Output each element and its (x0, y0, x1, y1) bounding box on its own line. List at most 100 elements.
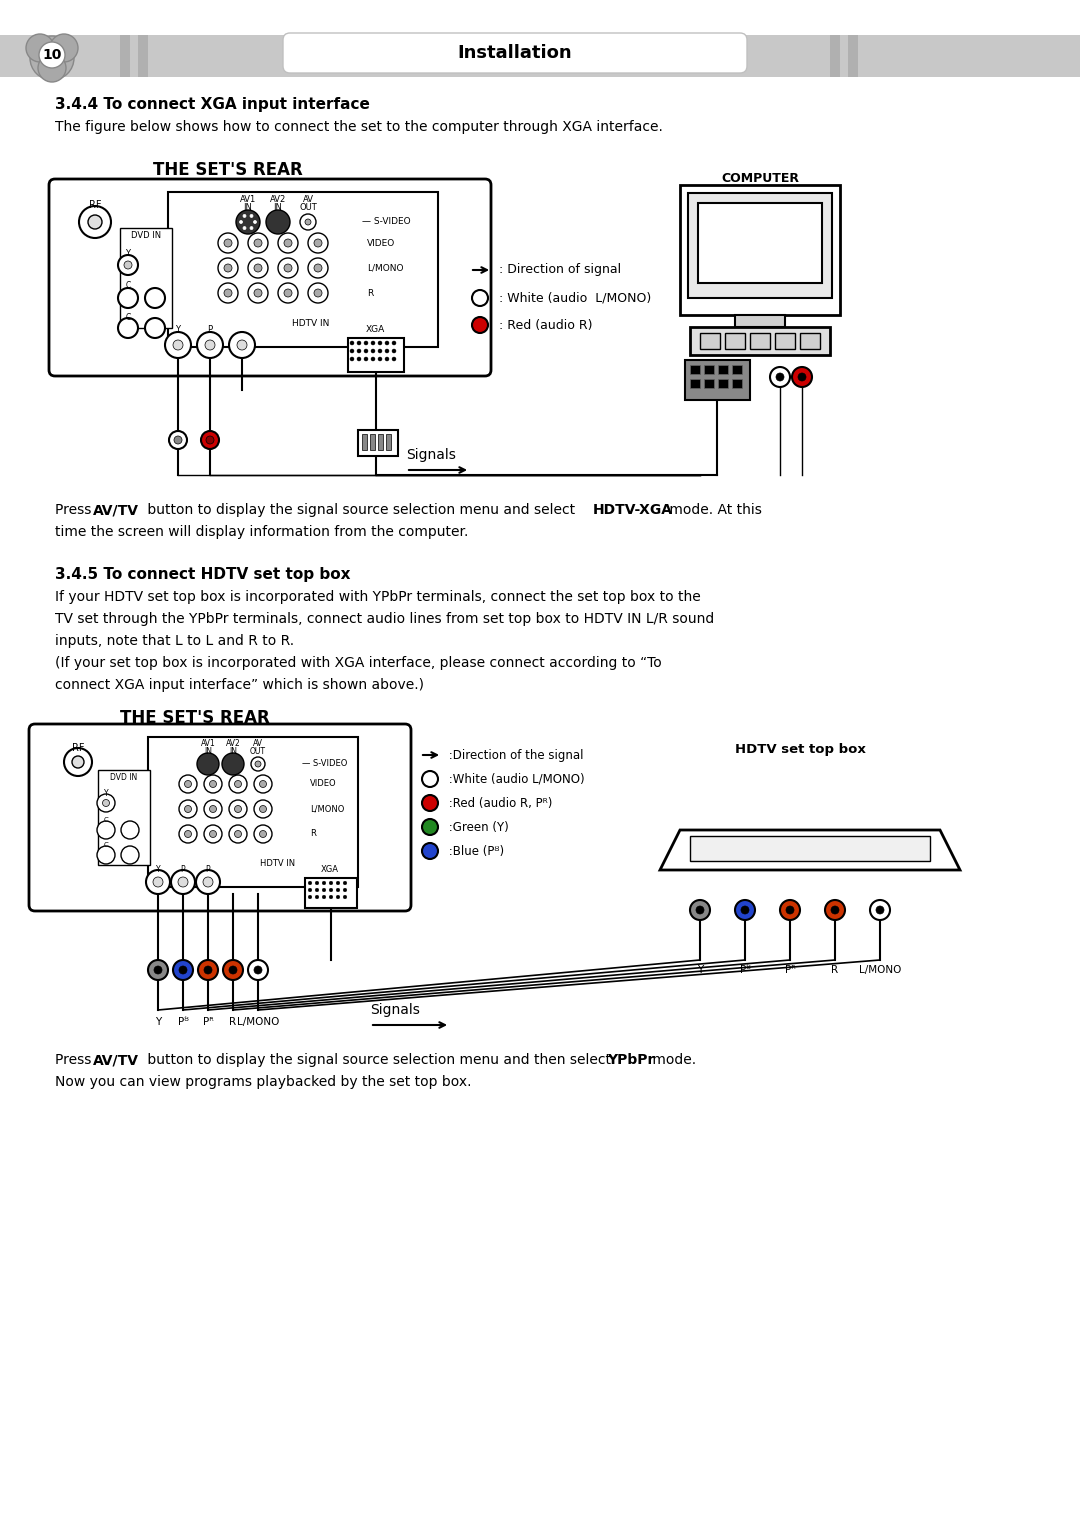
Circle shape (240, 220, 243, 223)
Circle shape (38, 53, 66, 82)
Circle shape (179, 800, 197, 818)
Circle shape (249, 214, 253, 217)
Circle shape (870, 899, 890, 919)
Text: IN: IN (244, 203, 253, 212)
Circle shape (384, 357, 389, 360)
Bar (362, 434, 367, 450)
Bar (848, 35, 858, 76)
Circle shape (249, 226, 253, 229)
Circle shape (218, 234, 238, 253)
Circle shape (179, 776, 197, 793)
Text: RF: RF (89, 200, 102, 211)
Circle shape (210, 780, 216, 788)
Text: XGA: XGA (321, 866, 339, 875)
Circle shape (197, 753, 219, 776)
Circle shape (222, 960, 243, 980)
Circle shape (259, 831, 267, 837)
Bar (732, 379, 742, 388)
Circle shape (284, 240, 292, 247)
Text: RF: RF (71, 744, 84, 753)
Text: TV set through the YPbPr terminals, connect audio lines from set top box to HDTV: TV set through the YPbPr terminals, conn… (55, 612, 714, 626)
Circle shape (254, 800, 272, 818)
Circle shape (174, 437, 183, 444)
Bar (725, 333, 745, 350)
Text: R: R (310, 829, 315, 838)
Circle shape (97, 846, 114, 864)
Circle shape (786, 906, 794, 915)
Text: Y: Y (156, 866, 160, 875)
Circle shape (234, 831, 242, 837)
Circle shape (314, 264, 322, 272)
Circle shape (422, 843, 438, 860)
Circle shape (124, 261, 132, 269)
Text: XGA: XGA (365, 325, 384, 334)
Circle shape (204, 967, 212, 974)
Text: AV1: AV1 (201, 739, 215, 748)
Circle shape (315, 889, 319, 892)
Bar (690, 379, 700, 388)
Text: IN: IN (229, 747, 237, 756)
Circle shape (472, 290, 488, 305)
Circle shape (234, 806, 242, 812)
Text: Press: Press (55, 1054, 96, 1067)
Text: Y: Y (154, 1017, 161, 1028)
Circle shape (148, 960, 168, 980)
Circle shape (218, 258, 238, 278)
Circle shape (384, 341, 389, 345)
Text: AV: AV (302, 195, 313, 205)
Bar (775, 333, 795, 350)
Bar (120, 35, 130, 76)
Circle shape (178, 876, 188, 887)
Circle shape (173, 341, 183, 350)
Bar (138, 35, 148, 76)
Circle shape (179, 967, 187, 974)
Circle shape (254, 240, 262, 247)
Circle shape (26, 34, 54, 63)
Text: AV2: AV2 (270, 195, 286, 205)
Bar (732, 365, 742, 374)
FancyBboxPatch shape (283, 34, 747, 73)
Circle shape (422, 771, 438, 786)
Circle shape (255, 760, 261, 767)
Circle shape (197, 331, 222, 357)
Circle shape (118, 289, 138, 308)
Text: R: R (229, 1017, 237, 1028)
Bar (680, 185, 840, 315)
Text: AV: AV (253, 739, 264, 748)
Circle shape (210, 831, 216, 837)
Circle shape (118, 255, 138, 275)
Text: Signals: Signals (370, 1003, 420, 1017)
Circle shape (364, 341, 368, 345)
Circle shape (284, 264, 292, 272)
Text: AV/TV: AV/TV (93, 502, 139, 518)
Circle shape (168, 431, 187, 449)
Text: C: C (104, 817, 108, 823)
Circle shape (153, 876, 163, 887)
Bar (831, 35, 840, 76)
Circle shape (308, 881, 312, 884)
Circle shape (378, 350, 382, 353)
Text: : White (audio  L/MONO): : White (audio L/MONO) (495, 292, 651, 304)
Circle shape (243, 214, 246, 217)
Circle shape (314, 240, 322, 247)
Circle shape (305, 218, 311, 224)
Text: inputs, note that L to L and R to R.: inputs, note that L to L and R to R. (55, 634, 294, 647)
Circle shape (229, 967, 237, 974)
Circle shape (364, 357, 368, 360)
Circle shape (39, 43, 65, 69)
Circle shape (372, 350, 375, 353)
Bar (690, 835, 930, 861)
Circle shape (185, 831, 191, 837)
Text: 3.4.4 To connect XGA input interface: 3.4.4 To connect XGA input interface (55, 98, 369, 113)
Text: THE SET'S REAR: THE SET'S REAR (153, 160, 302, 179)
Text: Pᴿ: Pᴿ (785, 965, 795, 976)
Text: L/MONO: L/MONO (367, 264, 404, 272)
Bar (305, 878, 357, 909)
Circle shape (254, 264, 262, 272)
Circle shape (735, 899, 755, 919)
Circle shape (364, 350, 368, 353)
Bar (370, 434, 375, 450)
Circle shape (378, 357, 382, 360)
Text: Y: Y (697, 965, 703, 976)
Circle shape (146, 870, 170, 893)
